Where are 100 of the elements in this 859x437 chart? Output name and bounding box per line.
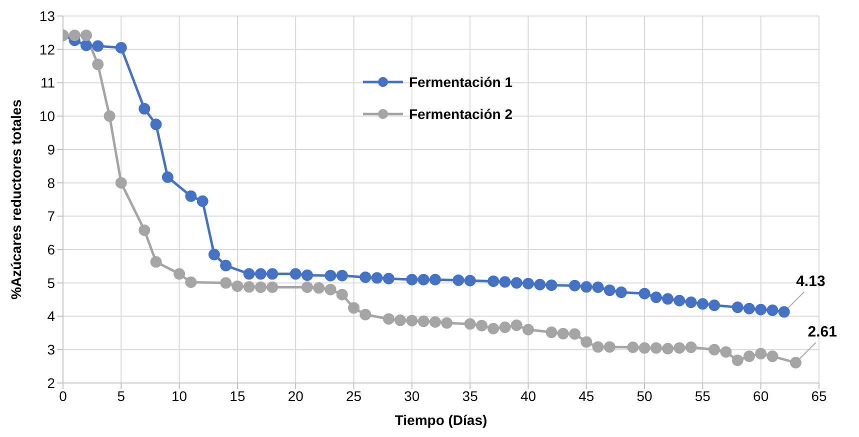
point [685, 342, 697, 354]
point [650, 292, 662, 304]
annotation: 2.61 [808, 324, 837, 341]
point [592, 341, 604, 353]
point [708, 300, 720, 312]
point [429, 316, 441, 328]
point [685, 296, 697, 308]
point [604, 341, 616, 353]
point [755, 304, 767, 316]
x-tick-label: 20 [288, 388, 304, 404]
y-tick-label: 9 [47, 141, 56, 158]
y-tick-label: 4 [47, 308, 56, 324]
point [301, 281, 313, 293]
point [254, 281, 266, 293]
y-axis-title: %Azúcares reductores totales [8, 99, 24, 300]
y-tick-label: 3 [47, 342, 56, 358]
point [534, 278, 546, 290]
point [394, 314, 406, 326]
x-tick-label: 40 [520, 388, 536, 404]
point [360, 308, 372, 320]
point [452, 274, 464, 286]
point [80, 40, 92, 52]
point [406, 274, 418, 286]
y-tick-label: 10 [39, 108, 56, 124]
point [68, 30, 80, 42]
annotation: 4.13 [796, 272, 826, 290]
point [569, 280, 581, 292]
point [755, 348, 767, 360]
y-tick-label: 7 [47, 208, 56, 224]
point [732, 302, 744, 314]
point [650, 342, 662, 354]
x-tick-label: 45 [578, 388, 594, 404]
x-tick-label: 30 [404, 388, 420, 404]
point [80, 30, 92, 42]
x-tick-label: 65 [811, 388, 827, 404]
point [115, 42, 127, 54]
y-tick-label: 11 [40, 74, 56, 91]
point [406, 314, 418, 326]
point [522, 324, 534, 336]
point [336, 288, 348, 300]
y-tick-label: 8 [47, 174, 56, 191]
point [150, 118, 162, 130]
y-tick-label: 13 [39, 8, 56, 24]
point [510, 320, 522, 332]
point [208, 248, 220, 260]
point [138, 103, 150, 114]
point [476, 320, 488, 332]
point [104, 110, 116, 122]
point [557, 328, 569, 340]
x-tick-label: 0 [59, 388, 68, 404]
y-tick-label: 6 [47, 242, 56, 258]
point [766, 304, 778, 316]
point [313, 282, 325, 294]
point [92, 58, 104, 70]
point [662, 293, 674, 305]
point [732, 354, 744, 366]
point [510, 277, 522, 289]
point [580, 336, 592, 348]
x-tick-label: 35 [462, 388, 478, 404]
point [616, 286, 628, 298]
point [790, 356, 802, 368]
point [371, 272, 383, 284]
x-tick-label: 15 [230, 388, 246, 404]
x-tick-label: 60 [753, 388, 769, 404]
point [185, 190, 197, 202]
x-tick-label: 25 [346, 388, 362, 404]
point [569, 328, 581, 340]
point [92, 40, 104, 52]
point [592, 281, 604, 293]
point [638, 342, 650, 354]
point [360, 271, 372, 283]
point [708, 344, 720, 356]
point [324, 284, 336, 296]
x-tick-label: 50 [636, 388, 653, 404]
point [674, 294, 686, 306]
point [743, 350, 755, 362]
point [743, 302, 755, 314]
point [243, 268, 255, 280]
point [546, 326, 558, 338]
point [418, 274, 430, 286]
point [301, 269, 313, 281]
point [674, 342, 686, 354]
point [638, 288, 650, 300]
point [266, 268, 278, 280]
point [138, 224, 150, 236]
point [174, 268, 186, 280]
point [232, 280, 244, 292]
point [196, 195, 208, 207]
y-tick-label: 12 [39, 41, 56, 58]
point [696, 298, 708, 310]
x-tick-label: 10 [172, 388, 188, 404]
legend-label: Fermentación 2 [409, 106, 512, 122]
point [488, 275, 500, 287]
point [290, 268, 302, 280]
point [254, 268, 266, 280]
point [488, 322, 500, 334]
legend-label: Fermentación 1 [409, 74, 512, 90]
point [220, 260, 232, 272]
point [185, 276, 197, 288]
point [499, 322, 511, 334]
